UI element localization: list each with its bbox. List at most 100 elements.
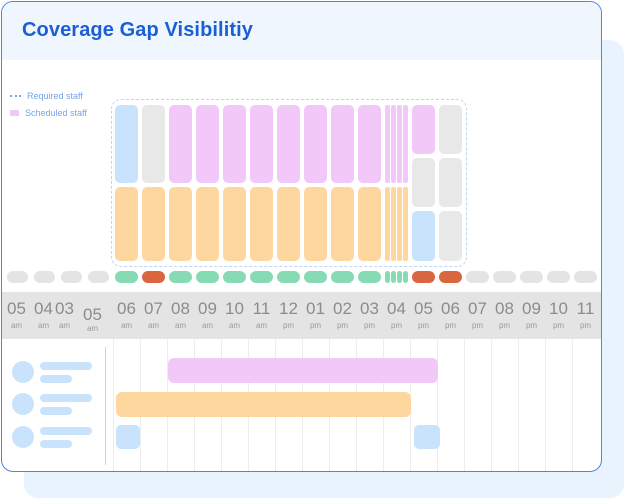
- shift-bar[interactable]: [142, 187, 165, 261]
- status-pill: [223, 271, 246, 283]
- time-slot: 12 pm: [279, 299, 298, 330]
- avatar[interactable]: [12, 426, 34, 448]
- staff-shift-bar[interactable]: [168, 358, 438, 383]
- shift-bar[interactable]: [304, 187, 327, 261]
- shift-bar[interactable]: [391, 105, 396, 183]
- staff-role-placeholder: [40, 407, 72, 415]
- shift-bar[interactable]: [412, 158, 435, 207]
- shift-bar[interactable]: [196, 105, 219, 183]
- time-slot: 03 am: [55, 299, 74, 330]
- time-slot: 02 pm: [333, 299, 352, 330]
- coverage-card: Coverage Gap Visibilitiy Required staff …: [1, 1, 602, 472]
- time-slot: 03 pm: [360, 299, 379, 330]
- time-slot: 11 am: [252, 299, 271, 330]
- staff-shift-bar[interactable]: [116, 425, 140, 449]
- shift-bar[interactable]: [277, 187, 300, 261]
- time-slot: 09 am: [198, 299, 217, 330]
- shift-bar[interactable]: [115, 187, 138, 261]
- shift-bar[interactable]: [142, 105, 165, 183]
- status-pill: [331, 271, 354, 283]
- legend-required-label: Required staff: [27, 91, 83, 101]
- grid-line: [437, 339, 438, 471]
- shift-bar[interactable]: [196, 187, 219, 261]
- time-slot: 10 am: [225, 299, 244, 330]
- required-staff-outline: [111, 99, 467, 267]
- shift-bar[interactable]: [403, 105, 408, 183]
- staff-role-placeholder: [40, 440, 72, 448]
- time-slot: 07 am: [144, 299, 163, 330]
- status-pill: [88, 271, 109, 283]
- status-pill: [34, 271, 55, 283]
- staff-role-placeholder: [40, 375, 72, 383]
- status-pill: [196, 271, 219, 283]
- shift-bar[interactable]: [397, 105, 402, 183]
- shift-bar[interactable]: [403, 187, 408, 261]
- avatar[interactable]: [12, 361, 34, 383]
- time-slot: 10 pm: [549, 299, 568, 330]
- time-slot: 07 pm: [468, 299, 487, 330]
- staff-name-placeholder: [40, 427, 92, 435]
- time-slot: 05 am: [7, 299, 26, 330]
- grid-line: [464, 339, 465, 471]
- legend-scheduled-label: Scheduled staff: [25, 108, 87, 118]
- shift-bar[interactable]: [385, 187, 390, 261]
- status-pill: [493, 271, 516, 283]
- status-pill: [61, 271, 82, 283]
- page-title: Coverage Gap Visibilitiy: [22, 19, 254, 41]
- status-pill: [385, 271, 390, 283]
- shift-bar[interactable]: [439, 158, 462, 207]
- status-pill: [277, 271, 300, 283]
- status-pill: [574, 271, 597, 283]
- shift-bar[interactable]: [358, 187, 381, 261]
- grid-line: [491, 339, 492, 471]
- staff-name-placeholder: [40, 362, 92, 370]
- shift-bar[interactable]: [277, 105, 300, 183]
- shift-bar[interactable]: [331, 187, 354, 261]
- status-pill: [439, 271, 462, 283]
- grid-line: [518, 339, 519, 471]
- status-pill: [304, 271, 327, 283]
- shift-bar[interactable]: [439, 211, 462, 261]
- time-slot: 05 pm: [414, 299, 433, 330]
- time-slot: 06 am: [117, 299, 136, 330]
- shift-bar[interactable]: [358, 105, 381, 183]
- staff-name-placeholder: [40, 394, 92, 402]
- shift-bar[interactable]: [223, 105, 246, 183]
- staff-shift-bar[interactable]: [116, 392, 411, 417]
- status-pill: [397, 271, 402, 283]
- legend-required: Required staff: [10, 91, 83, 101]
- shift-bar[interactable]: [331, 105, 354, 183]
- shift-bar[interactable]: [397, 187, 402, 261]
- time-slot: 09 pm: [522, 299, 541, 330]
- time-axis: 05 am 04 am 03 am 05 am 06 am 07 am 08 am 09 am …: [2, 292, 601, 339]
- shift-bar[interactable]: [385, 105, 390, 183]
- status-pill: [358, 271, 381, 283]
- status-pill: [169, 271, 192, 283]
- shift-bar[interactable]: [304, 105, 327, 183]
- grid-line: [545, 339, 546, 471]
- shift-bar[interactable]: [412, 211, 435, 261]
- time-slot: 04 pm: [387, 299, 406, 330]
- shift-bar[interactable]: [391, 187, 396, 261]
- status-pill: [520, 271, 543, 283]
- staff-list-divider: [105, 347, 106, 465]
- staff-shift-bar[interactable]: [414, 425, 440, 449]
- dotted-line-icon: [10, 95, 21, 97]
- shift-bar[interactable]: [439, 105, 462, 154]
- time-slot: 04 am: [34, 299, 53, 330]
- time-slot: 01 pm: [306, 299, 325, 330]
- shift-bar[interactable]: [169, 187, 192, 261]
- shift-bar[interactable]: [250, 187, 273, 261]
- status-pill: [142, 271, 165, 283]
- shift-bar[interactable]: [169, 105, 192, 183]
- grid-line: [572, 339, 573, 471]
- time-slot: 11 pm: [576, 299, 595, 330]
- shift-bar[interactable]: [412, 105, 435, 154]
- grid-line: [113, 339, 114, 471]
- status-pill: [115, 271, 138, 283]
- status-pill: [547, 271, 570, 283]
- shift-bar[interactable]: [115, 105, 138, 183]
- shift-bar[interactable]: [250, 105, 273, 183]
- shift-bar[interactable]: [223, 187, 246, 261]
- avatar[interactable]: [12, 393, 34, 415]
